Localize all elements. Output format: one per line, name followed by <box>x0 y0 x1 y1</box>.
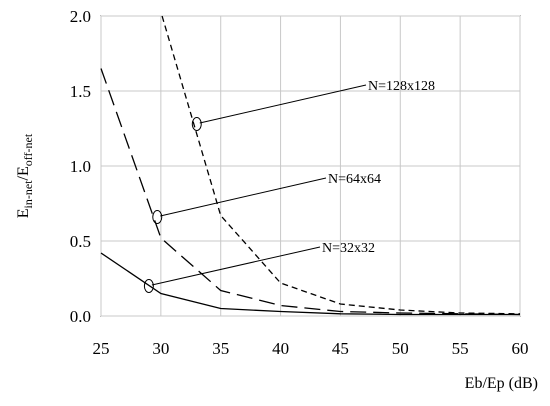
annotation-label: N=128x128 <box>368 79 435 94</box>
annotation-leader <box>160 177 327 217</box>
x-tick-label: 45 <box>332 339 349 358</box>
annotation-label: N=64x64 <box>328 172 381 187</box>
annotation-marker <box>152 210 163 224</box>
y-tick-label: 0.0 <box>70 307 91 326</box>
x-tick-label: 30 <box>152 339 169 358</box>
x-tick-label: 50 <box>392 339 409 358</box>
annotations: N=32x32 N=64x64 N=128x128 <box>143 79 435 293</box>
series-line <box>100 252 520 316</box>
x-tick-label: 40 <box>272 339 289 358</box>
series-lines <box>100 15 521 316</box>
x-axis-title: Eb/Ep (dB) <box>465 375 538 392</box>
annotation-leader <box>151 246 321 286</box>
plot-area: N=32x32 N=64x64 N=128x128 <box>100 15 521 317</box>
x-axis-ticks: 25 30 35 40 45 50 55 60 <box>93 339 529 358</box>
annotation-leader <box>199 84 367 124</box>
y-axis-title-main: E <box>15 208 32 218</box>
series-line <box>100 68 521 316</box>
y-axis-title-sep: /E <box>15 166 32 180</box>
annotation-marker <box>191 117 202 131</box>
grid-lines <box>100 15 521 317</box>
x-tick-label: 55 <box>452 339 469 358</box>
x-tick-label: 60 <box>512 339 529 358</box>
y-tick-label: 2.0 <box>70 7 91 26</box>
x-tick-label: 25 <box>93 339 110 358</box>
y-axis-ticks: 0.0 0.5 1.0 1.5 2.0 <box>70 7 91 326</box>
annotation-marker <box>143 279 154 293</box>
y-tick-label: 1.5 <box>70 82 91 101</box>
y-tick-label: 0.5 <box>70 232 91 251</box>
y-axis-title: Ein-net/Eoff-net <box>15 133 35 218</box>
x-tick-label: 35 <box>212 339 229 358</box>
series-line <box>161 15 521 315</box>
annotation-label: N=32x32 <box>322 241 375 256</box>
y-tick-label: 1.0 <box>70 157 91 176</box>
y-axis-title-sub1: in-net <box>21 180 35 209</box>
y-axis-title-sub2: off-net <box>21 133 35 166</box>
